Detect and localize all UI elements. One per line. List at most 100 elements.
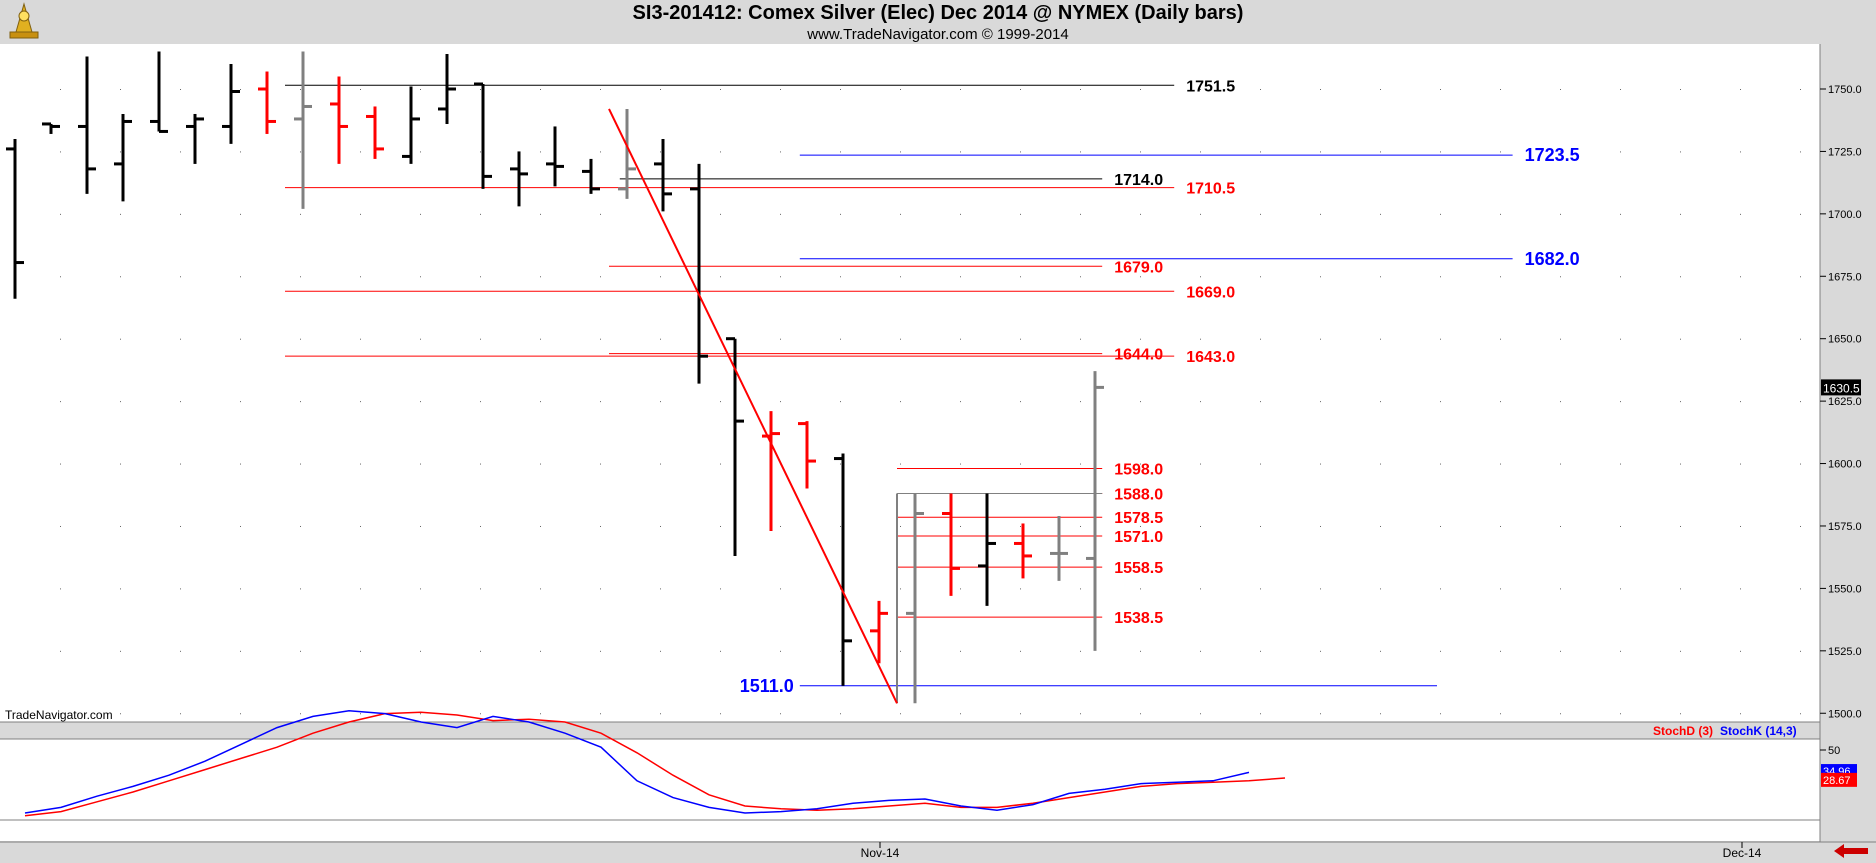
- grid-dot: [600, 213, 601, 215]
- grid-dot: [1740, 276, 1741, 278]
- ohlc-bar: [834, 453, 852, 686]
- level-label: 1679.0: [1114, 259, 1163, 276]
- grid-dot: [960, 588, 961, 590]
- grid-dot: [1500, 525, 1501, 527]
- ohlc-bar: [546, 126, 564, 187]
- grid-dot: [1080, 463, 1081, 465]
- grid-dot: [540, 89, 541, 90]
- grid-dot: [900, 151, 901, 153]
- grid-dot: [420, 588, 421, 590]
- grid-dot: [240, 525, 241, 527]
- level-label: 1578.5: [1114, 510, 1163, 527]
- legend-stochd[interactable]: StochD (3): [1653, 724, 1713, 738]
- grid-dot: [180, 588, 181, 590]
- grid-dot: [1620, 89, 1621, 90]
- grid-dot: [1800, 276, 1801, 278]
- neutral-range-box: [896, 493, 1103, 704]
- grid-dot: [360, 151, 361, 153]
- ohlc-bar: [1050, 515, 1068, 581]
- grid-dot: [300, 713, 301, 715]
- grid-dot: [960, 213, 961, 215]
- grid-dot: [540, 401, 541, 403]
- grid-dot: [660, 713, 661, 715]
- grid-dot: [420, 89, 421, 90]
- grid-dot: [120, 713, 121, 715]
- grid-dot: [1140, 338, 1141, 340]
- grid-dot: [60, 276, 61, 278]
- y-tick-label: 1500.0: [1828, 708, 1862, 720]
- trade-navigator-logo[interactable]: [4, 2, 44, 42]
- ohlc-bar: [582, 158, 600, 194]
- ohlc-bar: [222, 64, 240, 144]
- ohlc-bar: [978, 493, 996, 606]
- grid-dot: [660, 401, 661, 403]
- grid-dot: [600, 713, 601, 715]
- grid-dot: [180, 213, 181, 215]
- level-lines: 1751.5 1723.5 1714.0 1710.5 1682.0 1679.0 1669…: [285, 78, 1580, 696]
- grid-dot: [1320, 338, 1321, 340]
- grid-dot: [180, 713, 181, 715]
- legend-stochk[interactable]: StochK (14,3): [1720, 724, 1797, 738]
- grid-dot: [1140, 713, 1141, 715]
- grid-dot: [240, 401, 241, 403]
- grid-dot: [1260, 713, 1261, 715]
- grid-dot: [1800, 463, 1801, 465]
- downtrend-line: [608, 108, 898, 704]
- ohlc-bar: [1086, 371, 1104, 651]
- level-label: 1644.0: [1114, 347, 1163, 364]
- grid-dot: [1200, 588, 1201, 590]
- grid-dot: [1380, 338, 1381, 340]
- watermark: TradeNavigator.com: [5, 708, 113, 722]
- y-tick-label: 1675.0: [1828, 271, 1862, 283]
- grid-dot: [420, 151, 421, 153]
- chart-title: SI3-201412: Comex Silver (Elec) Dec 2014…: [632, 2, 1244, 24]
- grid-dot: [1020, 713, 1021, 715]
- ohlc-bar: [942, 493, 960, 596]
- grid-dot: [60, 89, 61, 90]
- grid-dot: [720, 588, 721, 590]
- grid-dot: [600, 650, 601, 652]
- grid-dot: [60, 338, 61, 340]
- grid-dot: [1500, 463, 1501, 465]
- grid-dot: [540, 151, 541, 153]
- scroll-right-arrow-icon[interactable]: [1834, 843, 1870, 859]
- grid-dot: [840, 151, 841, 153]
- grid-dot: [1080, 525, 1081, 527]
- ohlc-bar: [330, 76, 348, 164]
- grid-dot: [1140, 213, 1141, 215]
- grid-dot: [1560, 401, 1561, 403]
- grid-dot: [840, 401, 841, 403]
- grid-dot: [300, 151, 301, 153]
- grid-dot: [1560, 650, 1561, 652]
- grid-dot: [120, 213, 121, 215]
- grid-dot: [1320, 525, 1321, 527]
- grid-dot: [120, 338, 121, 340]
- grid-dot: [1440, 338, 1441, 340]
- grid-dot: [60, 151, 61, 153]
- grid-dot: [360, 89, 361, 90]
- level-label: 1588.0: [1114, 487, 1163, 504]
- grid-dot: [900, 525, 901, 527]
- grid-dot: [420, 650, 421, 652]
- grid-dot: [900, 650, 901, 652]
- level-label: 1669.0: [1186, 284, 1235, 301]
- grid-dot: [1380, 401, 1381, 403]
- ohlc-bar: [258, 71, 276, 134]
- grid-dot: [360, 650, 361, 652]
- ohlc-bar: [438, 54, 456, 124]
- ohlc-bar: [654, 138, 672, 212]
- grid-dot: [1320, 213, 1321, 215]
- grid-dot: [1260, 213, 1261, 215]
- grid-dot: [840, 463, 841, 465]
- ohlc-bar: [870, 600, 888, 664]
- grid-dot: [1440, 276, 1441, 278]
- grid-dot: [600, 525, 601, 527]
- level-label: 1751.5: [1186, 78, 1235, 95]
- grid-dot: [840, 89, 841, 90]
- y-tick-label: 1750.0: [1828, 84, 1862, 96]
- grid-dot: [1440, 713, 1441, 715]
- grid-dot: [960, 463, 961, 465]
- grid-dot: [1380, 650, 1381, 652]
- grid-dot: [600, 463, 601, 465]
